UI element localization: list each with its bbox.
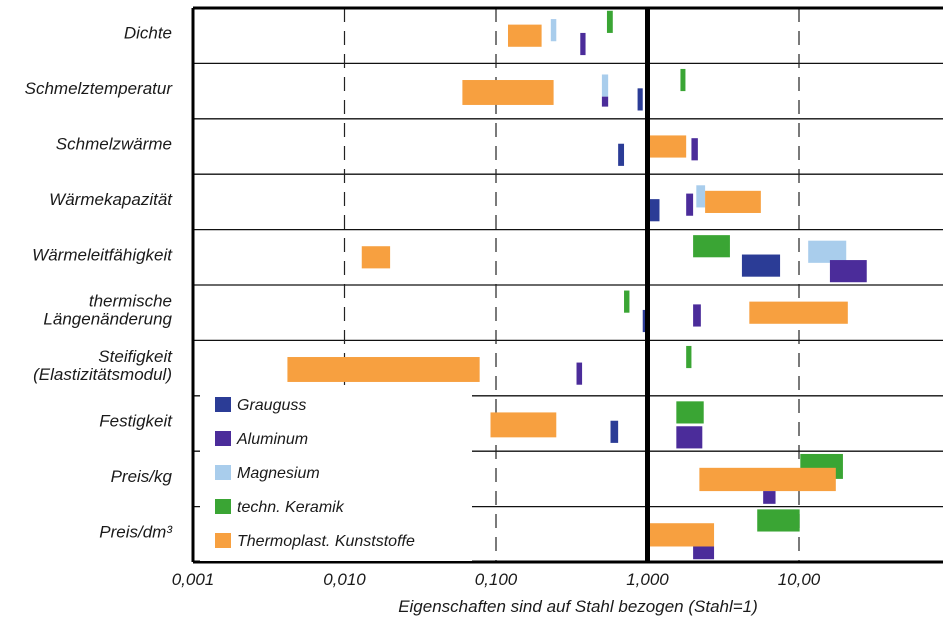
category-label-line: Preis/kg: [111, 467, 173, 486]
range-bar: [361, 246, 391, 269]
x-tick-label: 10,00: [778, 570, 821, 589]
range-bar: [757, 509, 800, 532]
range-bar: [749, 301, 848, 324]
category-label-line: Festigkeit: [99, 412, 173, 431]
range-bar: [580, 32, 586, 56]
x-tick-label: 1,000: [626, 570, 669, 589]
range-bar: [637, 88, 643, 111]
category-label: Steifigkeit (Elastizitätsmodul): [33, 347, 173, 384]
category-label: thermische Längenänderung: [43, 292, 172, 329]
legend-label: techn. Keramik: [237, 499, 345, 516]
category-label-line: Preis/dm³: [99, 522, 173, 541]
range-bar: [624, 290, 630, 313]
range-bar: [601, 74, 609, 97]
category-label: Schmelzwärme: [56, 135, 172, 154]
range-bar: [618, 143, 625, 166]
legend-swatch: [215, 465, 231, 480]
category-label-line: (Elastizitätsmodul): [33, 365, 172, 384]
x-tick-label: 0,010: [323, 570, 366, 589]
category-label-line: Wärmekapazität: [49, 190, 173, 209]
x-axis-title: Eigenschaften sind auf Stahl bezogen (St…: [398, 597, 758, 616]
category-labels: Dichte Schmelztemperatur Schmelzwärme Wärme…: [25, 24, 174, 542]
legend-label: Grauguss: [237, 397, 306, 414]
legend-label: Aluminum: [236, 431, 308, 448]
range-bar: [693, 235, 730, 258]
range-bar: [705, 190, 761, 213]
legend: Grauguss Aluminum Magnesium techn. Keramik T…: [200, 385, 472, 561]
range-bar: [699, 467, 836, 492]
legend-swatch: [215, 499, 231, 514]
legend-swatch: [215, 533, 231, 548]
category-label-line: Schmelzwärme: [56, 135, 172, 154]
range-bar: [576, 362, 583, 385]
range-bar: [741, 254, 781, 277]
category-label-line: Wärmeleitfähigkeit: [32, 245, 173, 264]
category-label: Wärmekapazität: [49, 190, 173, 209]
range-bar: [686, 193, 694, 216]
x-tick-labels: 0,001 0,010 0,100 1,000 10,00: [172, 570, 821, 589]
category-label: Preis/kg: [111, 467, 173, 486]
range-bar: [601, 96, 609, 107]
range-bar: [550, 19, 557, 42]
range-bar: [648, 523, 715, 547]
range-bar: [808, 240, 847, 263]
category-label: Dichte: [124, 24, 172, 43]
range-bar: [648, 135, 687, 158]
legend-label: Thermoplast. Kunststoffe: [237, 533, 415, 550]
legend-label: Magnesium: [237, 465, 320, 482]
category-label: Wärmeleitfähigkeit: [32, 245, 173, 264]
range-bar: [462, 80, 554, 105]
range-bar: [693, 304, 701, 327]
range-bar: [686, 345, 692, 369]
category-label-line: thermische: [89, 292, 172, 311]
range-bar: [691, 138, 698, 161]
category-label-line: Steifigkeit: [98, 347, 173, 366]
range-bar: [676, 426, 703, 449]
range-bar: [676, 401, 704, 424]
range-bar: [763, 491, 776, 504]
range-bar: [610, 420, 619, 443]
range-bars: [287, 10, 867, 560]
category-label-line: Schmelztemperatur: [25, 79, 174, 98]
x-tick-label: 0,100: [475, 570, 518, 589]
range-bar: [693, 546, 715, 560]
range-bar: [648, 199, 660, 222]
legend-swatch: [215, 397, 231, 412]
range-bar: [287, 357, 480, 382]
range-bar: [490, 412, 557, 438]
range-bar: [696, 185, 706, 208]
category-label: Preis/dm³: [99, 522, 173, 541]
legend-box: [200, 385, 472, 561]
category-label: Festigkeit: [99, 412, 173, 431]
plot-frame: [191, 6, 943, 564]
x-tick-label: 0,001: [172, 570, 215, 589]
category-label-line: Längenänderung: [43, 310, 172, 329]
range-bar: [829, 260, 867, 283]
legend-swatch: [215, 431, 231, 446]
range-bar: [606, 10, 613, 33]
category-label: Schmelztemperatur: [25, 79, 174, 98]
category-label-line: Dichte: [124, 24, 172, 43]
range-bar: [507, 24, 542, 47]
range-bar: [680, 68, 686, 92]
